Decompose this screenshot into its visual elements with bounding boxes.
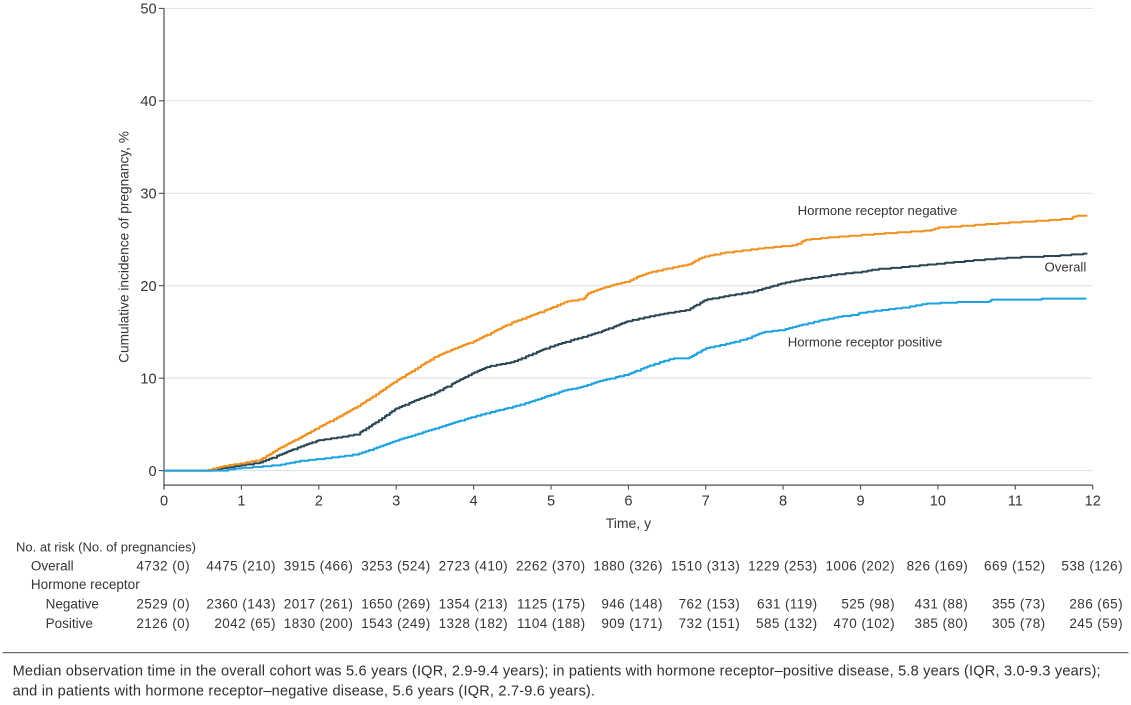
svg-text:245 (59): 245 (59) [1069, 616, 1123, 631]
svg-text:8: 8 [779, 493, 787, 509]
svg-text:946 (148): 946 (148) [601, 596, 663, 611]
svg-text:11: 11 [1008, 493, 1023, 509]
svg-text:1880 (326): 1880 (326) [593, 559, 663, 574]
svg-text:1229 (253): 1229 (253) [748, 559, 818, 574]
svg-text:585 (132): 585 (132) [756, 616, 818, 631]
svg-text:Time, y: Time, y [606, 515, 651, 531]
svg-text:30: 30 [140, 187, 156, 203]
svg-text:1830 (200): 1830 (200) [284, 616, 354, 631]
svg-text:40: 40 [140, 94, 156, 110]
svg-text:3915 (466): 3915 (466) [284, 559, 354, 574]
svg-text:385 (80): 385 (80) [915, 616, 969, 631]
svg-text:1328 (182): 1328 (182) [439, 616, 509, 631]
svg-text:Cumulative incidence of pregna: Cumulative incidence of pregnancy, % [117, 131, 132, 363]
svg-text:762 (153): 762 (153) [679, 596, 741, 611]
svg-text:3: 3 [392, 493, 400, 509]
svg-text:909 (171): 909 (171) [601, 616, 663, 631]
svg-text:431 (88): 431 (88) [915, 596, 969, 611]
svg-text:355 (73): 355 (73) [992, 596, 1046, 611]
svg-text:2529 (0): 2529 (0) [136, 596, 190, 611]
svg-text:1125 (175): 1125 (175) [517, 596, 586, 611]
svg-text:826 (169): 826 (169) [907, 559, 969, 574]
svg-text:669 (152): 669 (152) [984, 559, 1046, 574]
svg-text:2: 2 [315, 493, 323, 509]
svg-text:2017 (261): 2017 (261) [284, 596, 354, 611]
svg-text:2723 (410): 2723 (410) [439, 559, 509, 574]
svg-text:1650 (269): 1650 (269) [361, 596, 431, 611]
svg-text:2262 (370): 2262 (370) [516, 559, 586, 574]
svg-text:4732 (0): 4732 (0) [136, 559, 190, 574]
svg-text:and in patients with hormone r: and in patients with hormone receptor–ne… [13, 683, 596, 699]
svg-text:470 (102): 470 (102) [833, 616, 895, 631]
svg-text:10: 10 [140, 371, 156, 387]
svg-text:5: 5 [547, 493, 555, 509]
svg-text:0: 0 [160, 493, 168, 509]
svg-text:Negative: Negative [46, 596, 99, 611]
svg-text:Overall: Overall [31, 559, 74, 574]
svg-text:4475 (210): 4475 (210) [206, 559, 276, 574]
svg-text:631 (119): 631 (119) [757, 596, 818, 611]
svg-text:2126 (0): 2126 (0) [136, 616, 190, 631]
svg-text:7: 7 [702, 493, 710, 509]
svg-text:Hormone receptor: Hormone receptor [31, 577, 140, 592]
svg-text:4: 4 [470, 493, 478, 509]
svg-text:538 (126): 538 (126) [1061, 559, 1123, 574]
svg-text:Hormone receptor negative: Hormone receptor negative [798, 203, 958, 218]
svg-text:9: 9 [856, 493, 864, 509]
svg-text:1543 (249): 1543 (249) [361, 616, 431, 631]
svg-text:No. at risk (No. of pregnancie: No. at risk (No. of pregnancies) [16, 539, 196, 554]
svg-text:1: 1 [237, 493, 245, 509]
svg-text:12: 12 [1085, 493, 1101, 509]
svg-text:Overall: Overall [1045, 259, 1087, 274]
svg-text:2360 (143): 2360 (143) [206, 596, 276, 611]
svg-text:1354 (213): 1354 (213) [439, 596, 509, 611]
svg-text:2042 (65): 2042 (65) [214, 616, 276, 631]
svg-text:Positive: Positive [46, 616, 93, 631]
svg-text:1006 (202): 1006 (202) [826, 559, 896, 574]
svg-text:Median observation time in the: Median observation time in the overall c… [13, 664, 1101, 680]
svg-text:286 (65): 286 (65) [1069, 596, 1123, 611]
svg-text:50: 50 [140, 2, 156, 18]
svg-text:305 (78): 305 (78) [992, 616, 1046, 631]
svg-text:0: 0 [148, 464, 156, 480]
svg-text:10: 10 [930, 493, 946, 509]
svg-text:20: 20 [140, 279, 156, 295]
svg-text:6: 6 [624, 493, 632, 509]
svg-text:732 (151): 732 (151) [679, 616, 741, 631]
svg-text:1510 (313): 1510 (313) [671, 559, 741, 574]
svg-text:Hormone receptor positive: Hormone receptor positive [788, 334, 943, 349]
svg-text:1104 (188): 1104 (188) [517, 616, 586, 631]
svg-text:525 (98): 525 (98) [841, 596, 895, 611]
svg-text:3253 (524): 3253 (524) [361, 559, 431, 574]
